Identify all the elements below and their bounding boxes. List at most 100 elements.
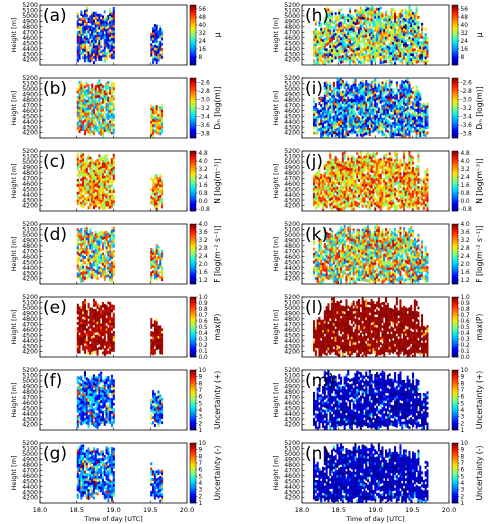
heatmap-cell xyxy=(161,179,164,183)
heatmap-cell xyxy=(358,91,361,95)
heatmap-cell xyxy=(354,99,357,103)
heatmap-cell xyxy=(401,35,404,38)
colorbar-segment xyxy=(452,45,458,48)
heatmap-cell xyxy=(87,122,90,126)
heatmap-cell xyxy=(109,36,112,40)
colorbar-segment xyxy=(452,79,458,82)
heatmap-cell xyxy=(421,54,424,57)
colorbar-segment xyxy=(190,190,196,192)
heatmap-cell xyxy=(91,58,94,62)
heatmap-cell xyxy=(323,113,326,116)
heatmap-cell xyxy=(155,197,158,201)
heatmap-cell xyxy=(410,32,413,36)
colorbar-segment xyxy=(190,87,196,89)
heatmap-cell xyxy=(336,83,339,87)
heatmap-cell xyxy=(85,128,88,132)
heatmap-cell xyxy=(110,92,113,96)
heatmap-cell xyxy=(91,122,94,126)
heatmap-cell xyxy=(374,204,377,208)
heatmap-cell xyxy=(100,109,103,113)
heatmap-cell xyxy=(404,92,407,96)
heatmap-cell xyxy=(426,118,429,122)
heatmap-cell xyxy=(354,102,357,105)
heatmap-cell xyxy=(361,181,364,185)
heatmap-cell xyxy=(383,195,386,199)
heatmap-cell xyxy=(103,95,106,99)
colorbar-segment xyxy=(452,78,458,80)
heatmap-cell xyxy=(403,169,406,173)
heatmap-cell xyxy=(390,83,393,87)
y-tick-label: 4300 xyxy=(22,124,38,131)
heatmap-cell xyxy=(370,119,373,123)
heatmap-cell xyxy=(150,196,153,199)
colorbar-segment xyxy=(190,29,196,31)
heatmap-cell xyxy=(152,134,155,138)
heatmap-cell xyxy=(331,179,334,182)
heatmap-cell xyxy=(347,34,350,38)
heatmap-cell xyxy=(101,49,104,53)
heatmap-cell xyxy=(386,186,389,190)
heatmap-cell xyxy=(338,30,341,33)
heatmap-cell xyxy=(388,183,391,187)
heatmap-cell xyxy=(340,21,343,25)
heatmap-cell xyxy=(76,108,79,112)
heatmap-cell xyxy=(350,92,353,96)
heatmap-cell xyxy=(410,118,413,122)
heatmap-cell xyxy=(386,14,389,18)
heatmap-cell xyxy=(401,82,404,86)
heatmap-cell xyxy=(386,160,389,164)
heatmap-cell xyxy=(401,124,404,128)
heatmap-cell xyxy=(332,31,335,35)
heatmap-cell xyxy=(98,44,101,48)
heatmap-cell xyxy=(157,203,160,207)
heatmap-cell xyxy=(78,30,81,34)
heatmap-cell xyxy=(412,192,415,196)
heatmap-cell xyxy=(385,60,388,63)
heatmap-cell xyxy=(377,107,380,111)
heatmap-cell xyxy=(359,187,362,191)
heatmap-cell xyxy=(96,110,99,114)
heatmap-cell xyxy=(345,192,348,196)
colorbar-segment xyxy=(190,173,196,176)
heatmap-cell xyxy=(406,197,409,201)
heatmap-cell xyxy=(401,37,404,41)
heatmap-cell xyxy=(397,23,400,27)
heatmap-cell xyxy=(92,124,95,128)
heatmap-cell xyxy=(408,54,411,58)
heatmap-cell xyxy=(367,88,370,92)
heatmap-cell xyxy=(327,26,330,30)
heatmap-cell xyxy=(424,113,427,117)
heatmap-cell xyxy=(379,176,382,180)
heatmap-cell xyxy=(103,199,106,202)
heatmap-cell xyxy=(331,108,334,112)
heatmap-cell xyxy=(377,89,380,93)
heatmap-cell xyxy=(415,98,418,102)
heatmap-cell xyxy=(412,40,415,44)
colorbar-segment xyxy=(452,105,458,107)
heatmap-cell xyxy=(107,174,110,178)
heatmap-cell xyxy=(395,36,398,40)
heatmap-cell xyxy=(352,163,355,167)
heatmap-cell xyxy=(340,78,343,81)
heatmap-cell xyxy=(334,118,337,122)
colorbar-tick-label: -3.4 xyxy=(461,115,473,121)
heatmap-cell xyxy=(349,20,352,24)
heatmap-cell xyxy=(331,12,334,16)
heatmap-cell xyxy=(401,202,404,206)
heatmap-cell xyxy=(370,99,373,102)
heatmap-cell xyxy=(338,187,341,191)
heatmap-cell xyxy=(399,118,402,121)
heatmap-cell xyxy=(109,26,112,30)
heatmap-cell xyxy=(397,125,400,129)
heatmap-cell xyxy=(101,131,104,135)
colorbar-segment xyxy=(452,5,458,7)
y-tick-label: 4600 xyxy=(22,181,38,188)
heatmap-cell xyxy=(415,199,418,202)
heatmap-cell xyxy=(361,40,364,44)
heatmap-cell xyxy=(325,6,328,10)
colorbar-segment xyxy=(452,112,458,115)
heatmap-cell xyxy=(343,86,346,89)
heatmap-cell xyxy=(98,188,101,192)
heatmap-cell xyxy=(365,194,368,198)
heatmap-cell xyxy=(112,51,115,54)
